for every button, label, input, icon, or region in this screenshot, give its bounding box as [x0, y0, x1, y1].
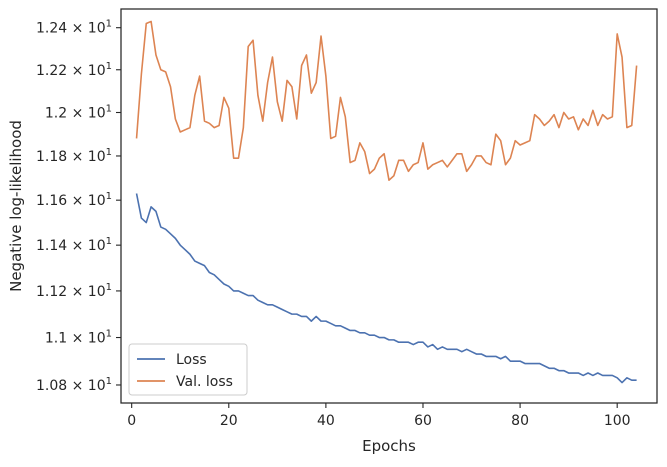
series-lines	[135, 20, 638, 384]
y-axis-ticks: 1.08 × 101 1.1 × 101 1.12 × 101 1.14 × 101 1…	[36, 19, 121, 394]
x-tick-label: 60	[414, 413, 432, 429]
x-tick-label: 80	[511, 413, 529, 429]
legend-box	[128, 343, 248, 396]
y-tick-label: 1.24 × 101	[36, 19, 112, 37]
y-axis-label: Negative log-likelihood	[7, 120, 25, 292]
x-tick-label: 20	[220, 413, 238, 429]
legend: Loss Val. loss	[128, 343, 248, 396]
plot-background	[121, 9, 657, 403]
legend-label: Val. loss	[176, 374, 233, 390]
legend-label: Loss	[176, 352, 207, 368]
y-tick-label: 1.22 × 101	[36, 61, 112, 79]
plot-frame	[120, 8, 658, 404]
x-axis-label: Epochs	[362, 437, 416, 455]
y-tick-label: 1.1 × 101	[45, 329, 112, 347]
x-tick-label: 40	[317, 413, 335, 429]
series-line-loss	[135, 193, 637, 384]
x-tick-label: 100	[604, 413, 631, 429]
y-tick-label: 1.08 × 101	[36, 376, 112, 394]
y-tick-label: 1.16 × 101	[36, 191, 112, 209]
y-tick-label: 1.12 × 101	[36, 282, 112, 300]
x-tick-label: 0	[127, 413, 136, 429]
x-axis-ticks: 0 20 40 60 80 100	[127, 403, 631, 429]
series-line-val-loss	[135, 20, 638, 181]
y-tick-label: 1.14 × 101	[36, 236, 112, 254]
y-tick-label: 1.2 × 101	[45, 104, 112, 122]
y-tick-label: 1.18 × 101	[36, 147, 112, 165]
